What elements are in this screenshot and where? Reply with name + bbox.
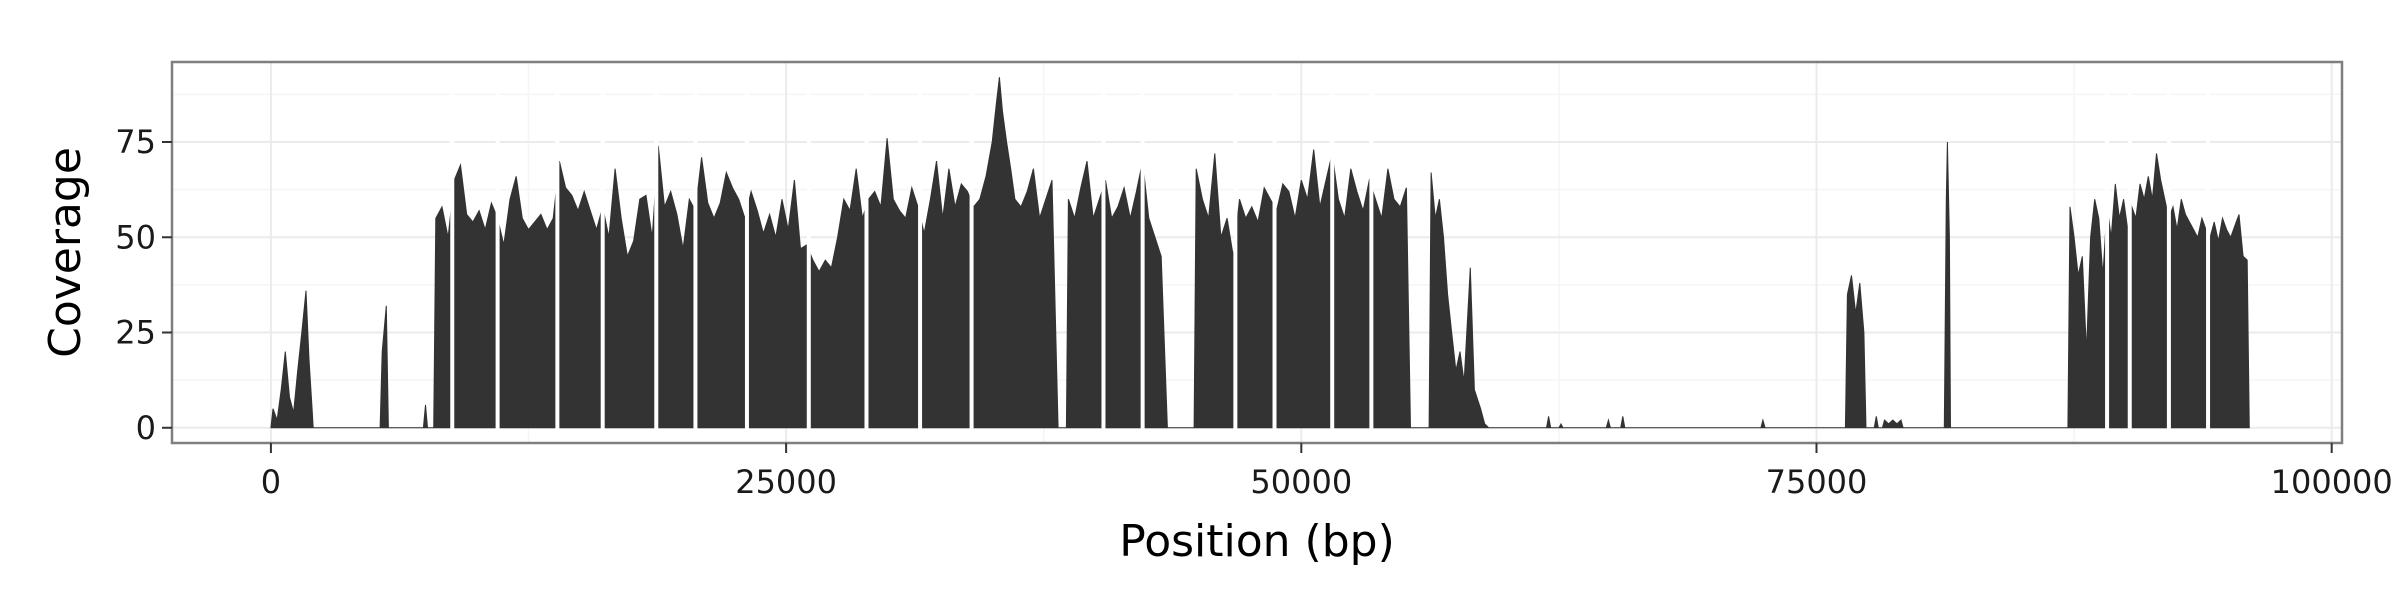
coverage-area <box>270 77 2250 429</box>
coverage-series <box>270 77 2250 429</box>
y-axis-title: Coverage <box>40 147 91 358</box>
x-tick-label: 50000 <box>1250 463 1352 501</box>
y-tick-label: 50 <box>115 218 156 256</box>
x-tick-label: 100000 <box>2271 463 2393 501</box>
y-tick-label: 75 <box>115 123 156 161</box>
y-axis: 0 25 50 75 <box>115 123 172 447</box>
y-tick-label: 25 <box>115 314 156 352</box>
x-axis: 0 25000 50000 75000 100000 <box>261 443 2393 501</box>
x-axis-title: Position (bp) <box>1119 516 1395 567</box>
x-tick-label: 75000 <box>1766 463 1868 501</box>
coverage-gaps <box>450 63 2211 429</box>
y-tick-label: 0 <box>136 409 156 447</box>
plot-panel-border <box>170 60 2344 445</box>
x-tick-label: 0 <box>261 463 281 501</box>
x-tick-label: 25000 <box>735 463 837 501</box>
